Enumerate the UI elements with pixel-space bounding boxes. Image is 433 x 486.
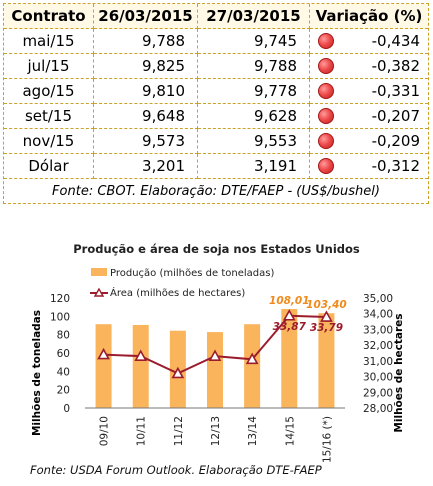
y-tick-label-left: 100 [50, 311, 70, 323]
row-contract: Dólar [4, 154, 94, 179]
area-marker [320, 310, 333, 322]
x-tick-label: 10/11 [136, 416, 148, 446]
row-variation: -0,207 [310, 104, 428, 129]
variation-value: -0,312 [371, 157, 420, 175]
bar-production [95, 324, 112, 408]
area-marker [134, 349, 148, 361]
bar-production [318, 313, 335, 408]
bar-production [244, 324, 261, 408]
futures-table: Contrato 26/03/2015 27/03/2015 Variação (%)… [3, 3, 429, 204]
legend-marker-line [93, 287, 105, 297]
header-contract: Contrato [4, 4, 94, 29]
row-variation: -0,382 [310, 54, 428, 79]
x-tick-label: 11/12 [173, 416, 185, 446]
row-contract: mai/15 [4, 29, 94, 54]
bar-production [132, 324, 149, 408]
red-circle-icon [318, 108, 334, 124]
chart-source: Fonte: USDA Forum Outlook. Elaboração DT… [30, 463, 322, 477]
line-data-label: 33,79 [310, 322, 343, 334]
legend-label-bar: Produção (milhões de toneladas) [110, 268, 274, 279]
variation-value: -0,207 [371, 107, 420, 125]
row-price-1: 9,825 [94, 54, 198, 79]
red-circle-icon [318, 158, 334, 174]
row-contract: jul/15 [4, 54, 94, 79]
row-variation: -0,312 [310, 154, 428, 179]
x-tick-label: 12/13 [210, 416, 222, 446]
row-price-1: 9,648 [94, 104, 198, 129]
variation-value: -0,382 [371, 57, 420, 75]
area-marker [245, 352, 259, 365]
row-price-1: 9,573 [94, 129, 198, 154]
red-circle-icon [318, 33, 334, 49]
red-circle-icon [318, 83, 334, 99]
variation-value: -0,331 [371, 82, 420, 100]
x-tick-label: 14/15 [284, 416, 296, 446]
row-price-2: 9,553 [198, 129, 310, 154]
y-tick-label-right: 28,00 [363, 403, 393, 415]
y-axis-title-left: Milhões de toneladas [31, 310, 43, 436]
y-tick-label-left: 120 [50, 293, 70, 305]
y-axis-title-right: Milhões de hectares [393, 313, 405, 432]
row-variation: -0,209 [310, 129, 428, 154]
row-price-2: 9,628 [198, 104, 310, 129]
row-price-1: 9,788 [94, 29, 198, 54]
header-variation: Variação (%) [310, 4, 428, 29]
y-tick-label-left: 0 [63, 403, 70, 415]
row-price-2: 9,788 [198, 54, 310, 79]
legend-swatch-bar [91, 268, 107, 276]
area-marker [208, 349, 222, 361]
row-price-2: 9,745 [198, 29, 310, 54]
area-marker [171, 366, 185, 379]
header-date-2: 27/03/2015 [198, 4, 310, 29]
row-contract: set/15 [4, 104, 94, 129]
soy-chart: 0 20 40 60 80 100 120 28,00 29,00 30,00 31,00 32,00… [31, 268, 405, 463]
legend-label-line: Área (milhões de hectares) [110, 286, 245, 299]
row-contract: nov/15 [4, 129, 94, 154]
futures-table-grid: Contrato 26/03/2015 27/03/2015 Variação (%)… [4, 4, 428, 179]
bar-production [207, 332, 223, 408]
y-tick-label-right: 30,00 [363, 372, 393, 384]
y-tick-label-left: 60 [57, 348, 70, 360]
x-tick-label: 15/16 (*) [321, 416, 333, 463]
bar-production [281, 308, 298, 408]
table-source: Fonte: CBOT. Elaboração: DTE/FAEP - (US$… [52, 184, 380, 199]
y-tick-label-right: 31,00 [363, 356, 393, 368]
y-tick-label-left: 80 [57, 330, 70, 342]
y-tick-label-right: 34,00 [363, 309, 393, 321]
red-circle-icon [318, 133, 334, 149]
row-variation: -0,434 [310, 29, 428, 54]
y-tick-label-left: 40 [57, 366, 70, 378]
variation-value: -0,209 [371, 132, 420, 150]
x-tick-label: 13/14 [247, 416, 259, 447]
bar-data-label: 103,40 [306, 299, 347, 311]
row-price-2: 9,778 [198, 79, 310, 104]
row-price-1: 3,201 [94, 154, 198, 179]
y-tick-label-right: 32,00 [363, 340, 393, 352]
chart-title: Produção e área de soja nos Estados Unid… [73, 242, 360, 256]
row-price-2: 3,191 [198, 154, 310, 179]
y-tick-label-left: 20 [57, 385, 70, 397]
x-tick-label: 09/10 [99, 416, 111, 446]
bar-data-label: 108,01 [269, 295, 310, 307]
red-circle-icon [318, 58, 334, 74]
y-tick-label-right: 35,00 [363, 293, 393, 305]
header-date-1: 26/03/2015 [94, 4, 198, 29]
area-marker [282, 309, 296, 321]
row-contract: ago/15 [4, 79, 94, 104]
row-price-1: 9,810 [94, 79, 198, 104]
area-marker [97, 347, 110, 360]
row-variation: -0,331 [310, 79, 428, 104]
y-tick-label-right: 33,00 [363, 324, 393, 336]
y-tick-label-right: 29,00 [363, 387, 393, 399]
line-data-label: 33,87 [273, 321, 307, 333]
variation-value: -0,434 [371, 32, 420, 50]
